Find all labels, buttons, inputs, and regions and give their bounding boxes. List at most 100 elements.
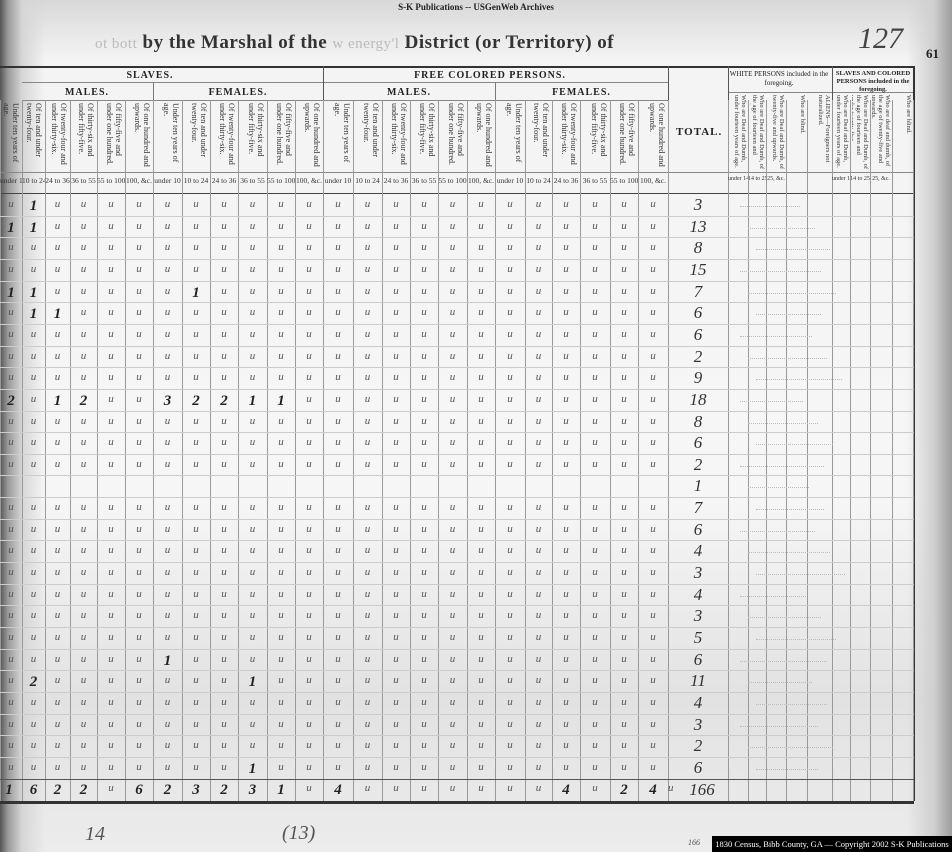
table-row-cell: u xyxy=(193,631,199,643)
column-line xyxy=(580,100,581,801)
table-row-cell: u xyxy=(421,436,427,449)
table-row-cell: u xyxy=(364,631,371,643)
table-row-cell: u xyxy=(364,284,371,297)
table-row-cell: u xyxy=(364,760,371,773)
column-line xyxy=(870,100,871,801)
table-row-cell: u xyxy=(54,241,61,254)
table-row-cell: u xyxy=(306,392,312,405)
table-row-cell: u xyxy=(650,241,656,254)
row-total: 6 xyxy=(693,519,703,539)
table-row-cell: u xyxy=(592,522,598,535)
row-rule xyxy=(0,216,914,217)
table-row-cell: u xyxy=(449,695,456,708)
table-row-cell: u xyxy=(393,544,399,557)
table-row-cell: u xyxy=(364,695,371,708)
table-row-cell: 2 xyxy=(192,392,200,409)
table-row-cell: u xyxy=(136,414,142,427)
table-row-cell: u xyxy=(364,327,371,340)
bleed-through-handwriting xyxy=(740,270,821,273)
row-rule xyxy=(0,714,914,715)
table-row-cell: u xyxy=(364,219,371,232)
table-row-cell: u xyxy=(249,695,256,708)
table-row-cell: u xyxy=(364,306,371,319)
table-row-cell: u xyxy=(278,760,284,773)
table-row-cell: u xyxy=(221,566,227,579)
totals-row-cell: u xyxy=(421,781,427,794)
table-row-cell: u xyxy=(364,241,371,254)
table-row-cell: u xyxy=(507,566,513,579)
table-row-cell: u xyxy=(364,262,371,275)
table-row-cell: u xyxy=(54,262,61,275)
table-row-cell: u xyxy=(592,284,598,297)
column-line xyxy=(832,100,833,801)
column-line xyxy=(850,100,851,801)
table-row-cell: u xyxy=(421,652,427,665)
table-row-cell: u xyxy=(193,717,199,730)
table-row-cell: u xyxy=(563,414,569,427)
table-row-cell: u xyxy=(306,695,312,708)
totals-row-cell: u xyxy=(535,781,542,794)
slaves-colored-header: SLAVES AND COLORED PERSONS included in t… xyxy=(835,70,911,93)
table-row-cell: u xyxy=(421,262,427,275)
table-row-cell: u xyxy=(507,717,513,730)
table-row-cell: u xyxy=(621,609,627,622)
table-row-cell: u xyxy=(478,544,484,557)
table-row-cell: u xyxy=(364,609,371,622)
column-header: Of one hundred and upwards. xyxy=(475,103,493,167)
table-row-cell: u xyxy=(30,371,37,384)
table-row-cell: u xyxy=(563,522,569,535)
table-row-cell: 1 xyxy=(248,760,257,777)
age-label: 55 to 100 xyxy=(267,176,295,185)
table-row-cell: u xyxy=(54,436,61,449)
table-row-cell: 2 xyxy=(7,392,15,409)
table-row-cell: u xyxy=(592,349,598,362)
column-line xyxy=(153,100,154,801)
table-row-cell: u xyxy=(30,695,37,708)
table-row-cell: u xyxy=(507,739,513,752)
table-row-cell: u xyxy=(54,609,61,622)
table-row-cell: u xyxy=(393,198,399,210)
table-row-cell: u xyxy=(80,760,87,773)
table-row-cell: u xyxy=(335,457,341,470)
free-females-header: FEMALES. xyxy=(552,87,611,98)
white-age-label: under 14 xyxy=(728,176,748,182)
table-row-cell: u xyxy=(136,609,142,622)
age-label: 10 to 24 xyxy=(355,176,380,185)
table-row-cell: u xyxy=(507,219,513,232)
table-row-cell: u xyxy=(449,760,456,773)
table-row-cell: u xyxy=(306,414,312,427)
table-row-cell: u xyxy=(563,739,569,752)
row-rule xyxy=(0,324,914,325)
totals-row-cell: 4 xyxy=(334,781,342,798)
table-row-cell: u xyxy=(278,544,284,557)
totals-row-cell: 2 xyxy=(220,781,228,798)
table-row-cell: u xyxy=(136,327,142,340)
table-row-cell: u xyxy=(449,587,456,600)
table-row-cell: u xyxy=(54,587,61,600)
row-total: 7 xyxy=(693,281,703,301)
table-row-cell: 1 xyxy=(248,392,257,409)
totals-row-cell: u xyxy=(507,781,513,794)
table-row-cell: u xyxy=(306,284,312,297)
table-row-cell: u xyxy=(54,349,61,362)
table-row-cell: u xyxy=(364,587,371,600)
table-row-cell: u xyxy=(507,262,513,275)
table-row-cell: u xyxy=(136,674,142,687)
table-row-cell: u xyxy=(563,695,569,708)
table-row-cell: u xyxy=(478,674,484,687)
table-row-cell: u xyxy=(108,501,114,514)
table-row-cell: u xyxy=(306,349,312,362)
bleed-through-handwriting xyxy=(740,530,815,533)
table-row-cell: u xyxy=(54,760,61,773)
table-row-cell: u xyxy=(54,371,61,384)
table-row-cell: u xyxy=(8,760,14,773)
table-row-cell: u xyxy=(80,414,87,427)
table-row-cell: u xyxy=(54,717,61,730)
table-row-cell: u xyxy=(164,544,171,557)
bleed-through-handwriting xyxy=(740,206,800,208)
row-rule xyxy=(0,259,914,260)
table-row-cell: u xyxy=(650,631,656,643)
table-row-cell: u xyxy=(108,587,114,600)
table-row-cell: u xyxy=(8,631,14,643)
table-row-cell: 1 xyxy=(7,284,15,301)
